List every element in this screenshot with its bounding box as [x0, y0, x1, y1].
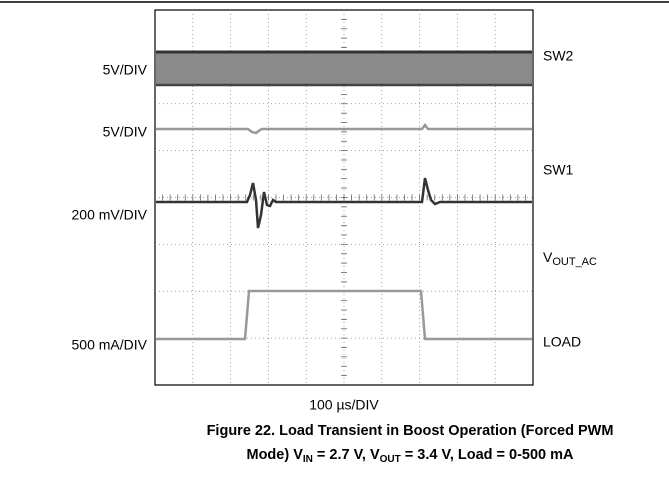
channel-name: SW1 — [543, 162, 574, 178]
load-trace — [156, 289, 532, 341]
caption-line: Figure 22. Load Transient in Boost Opera… — [207, 423, 614, 439]
caption-text: = 2.7 V, V — [313, 447, 380, 463]
caption-line: Mode) VIN = 2.7 V, VOUT = 3.4 V, Load = … — [246, 447, 574, 465]
channel-scale: 5V/DIV — [103, 62, 148, 78]
sw1-trace — [156, 122, 532, 135]
channel-scale: 5V/DIV — [103, 124, 148, 140]
caption-sub: IN — [303, 454, 313, 465]
channel-name-main: V — [543, 249, 553, 265]
channel-scale: 200 mV/DIV — [72, 207, 148, 223]
caption-sub: OUT — [380, 454, 401, 465]
sw2-band — [156, 52, 532, 86]
caption-text: Mode) V — [246, 447, 303, 463]
channel-name: SW2 — [543, 48, 574, 64]
vout-ac-trace — [156, 177, 532, 229]
waveforms — [156, 50, 532, 341]
channel-scale: 500 mA/DIV — [72, 337, 148, 353]
caption-text: = 3.4 V, Load = 0-500 mA — [401, 447, 574, 463]
channel-name: LOAD — [543, 334, 581, 350]
time-scale: 100 µs/DIV — [309, 397, 379, 413]
channel-name: VOUT_AC — [543, 249, 597, 268]
channel-name-sub: OUT_AC — [552, 256, 597, 268]
